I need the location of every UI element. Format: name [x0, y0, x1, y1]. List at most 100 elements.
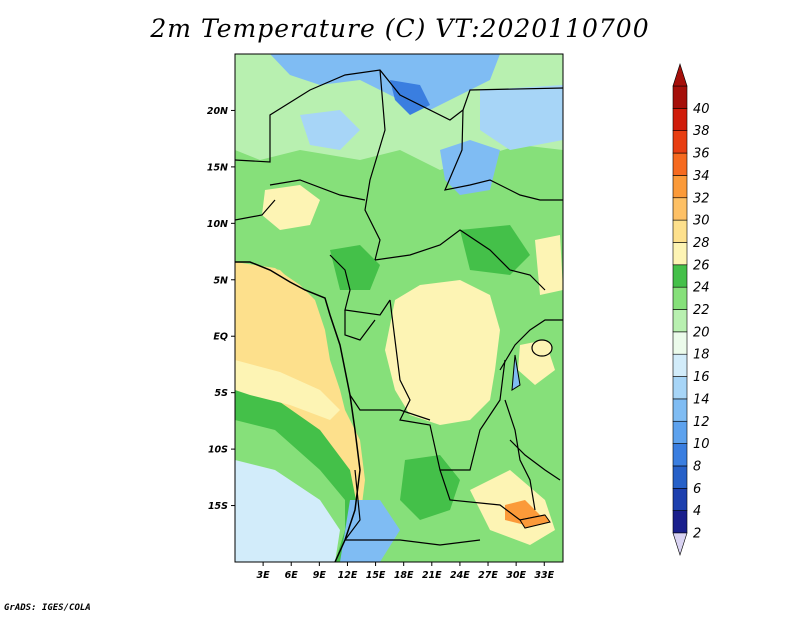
y-tick-label: 20N	[207, 106, 228, 117]
colorbar-min-arrow	[672, 532, 688, 556]
x-tick-label: 15E	[366, 570, 386, 581]
field-car-green	[460, 225, 530, 275]
y-tick-label: 15S	[208, 501, 228, 512]
field-atlantic-cool	[235, 460, 340, 562]
y-tick-label: 5N	[213, 275, 228, 286]
colorbar-label: 8	[693, 459, 701, 474]
colorbar-label: 30	[693, 214, 710, 229]
temperature-field	[235, 54, 563, 562]
colorbar-label: 20	[693, 325, 710, 340]
colorbar-swatch	[672, 309, 688, 333]
colorbar-max-arrow	[672, 63, 688, 87]
border-angola-south	[343, 469, 481, 546]
colorbar-label: 28	[693, 236, 710, 251]
x-tick-label: 21E	[422, 570, 442, 581]
x-tick-label: 30E	[506, 570, 526, 581]
colorbar-swatch	[672, 152, 688, 176]
colorbar-label: 10	[693, 437, 710, 452]
x-axis: 3E 6E 9E 12E 15E 18E 21E 24E 27E 30E 33E	[257, 562, 555, 581]
field-sahel-light-blue	[300, 110, 360, 150]
border-sahara	[235, 69, 563, 201]
map-frame	[234, 53, 564, 563]
colorbar-label: 26	[693, 258, 710, 273]
colorbar-label: 2	[693, 527, 701, 542]
border-egypt-sudan	[462, 87, 563, 111]
x-tick-label: 9E	[313, 570, 327, 581]
lake-albert	[511, 354, 521, 391]
field-sahel-warm-1	[262, 185, 320, 230]
field-congo-warm	[385, 280, 500, 425]
border-drc	[389, 299, 506, 471]
field-east-warm	[535, 235, 563, 295]
colorbar-swatch	[672, 510, 688, 534]
border-cameroon	[329, 254, 391, 316]
colorbar-swatch	[672, 443, 688, 467]
colorbar-swatch	[672, 331, 688, 355]
colorbar-label: 6	[693, 482, 701, 497]
border-niger-chad	[364, 69, 386, 261]
colorbar-swatch	[672, 108, 688, 131]
border-benin	[235, 199, 276, 221]
border-lake-tanganyika	[504, 399, 536, 511]
field-gulf-yellow	[235, 360, 340, 420]
y-tick-label: EQ	[213, 332, 228, 343]
lakes	[511, 339, 553, 529]
colorbar-swatch	[672, 242, 688, 266]
field-north-dark-blue	[390, 80, 430, 115]
colorbar-label: 12	[693, 415, 710, 430]
x-tick-label: 33E	[534, 570, 554, 581]
lake-victoria	[531, 339, 553, 357]
x-tick-label: 18E	[394, 570, 414, 581]
colorbar-swatch	[672, 398, 688, 422]
colorbar-swatch	[672, 264, 688, 288]
colorbar-swatch	[672, 286, 688, 310]
colorbar-label: 14	[693, 392, 710, 407]
x-tick-label: 3E	[257, 570, 271, 581]
colorbar-swatch	[672, 376, 688, 400]
lake-kariba	[519, 514, 551, 529]
field-cameroon-green	[330, 245, 380, 290]
x-tick-label: 12E	[338, 570, 358, 581]
colorbar-swatch	[672, 130, 688, 154]
x-tick-label: 6E	[285, 570, 299, 581]
border-gabon	[344, 310, 376, 341]
colorbar-label: 34	[693, 169, 710, 184]
colorbar-swatch	[672, 465, 688, 489]
field-east-light-blue	[480, 85, 563, 150]
coastline	[235, 261, 361, 562]
y-tick-label: 5S	[215, 388, 229, 399]
border-car	[374, 229, 546, 291]
y-tick-label: 10N	[207, 219, 228, 230]
colorbar-swatch	[672, 420, 688, 444]
colorbar-label: 18	[693, 348, 710, 363]
colorbar-label: 36	[693, 147, 710, 162]
credit-text: GrADS: IGES/COLA	[4, 603, 91, 613]
field-southwest-blue	[340, 500, 400, 562]
colorbar-swatch	[672, 219, 688, 243]
border-angola-north	[349, 394, 431, 421]
colorbar-label: 24	[693, 281, 710, 296]
border-uganda	[499, 319, 563, 371]
y-tick-label: 10S	[208, 445, 228, 456]
y-tick-label: 15N	[207, 162, 228, 173]
colorbar-label: 4	[693, 504, 701, 519]
chart-title: 2m Temperature (C) VT:2020110700	[150, 14, 650, 43]
x-tick-label: 27E	[478, 570, 498, 581]
field-south-green	[400, 455, 460, 520]
y-axis: 20N 15N 10N 5N EQ 5S 10S 15S	[207, 106, 235, 512]
colorbar-label: 38	[693, 124, 710, 139]
x-tick-label: 24E	[450, 570, 470, 581]
colorbar-label: 16	[693, 370, 710, 385]
colorbar-swatch	[672, 175, 688, 199]
colorbar-label: 32	[693, 191, 710, 206]
field-gulf-orange	[235, 262, 335, 400]
colorbar-swatch	[672, 197, 688, 221]
field-north-blue	[270, 54, 500, 110]
colorbar-swatch	[672, 353, 688, 377]
colorbar-swatch	[672, 85, 688, 109]
colorbar-label: 22	[693, 303, 710, 318]
colorbar-label: 40	[693, 102, 710, 117]
colorbar-swatch	[672, 487, 688, 511]
